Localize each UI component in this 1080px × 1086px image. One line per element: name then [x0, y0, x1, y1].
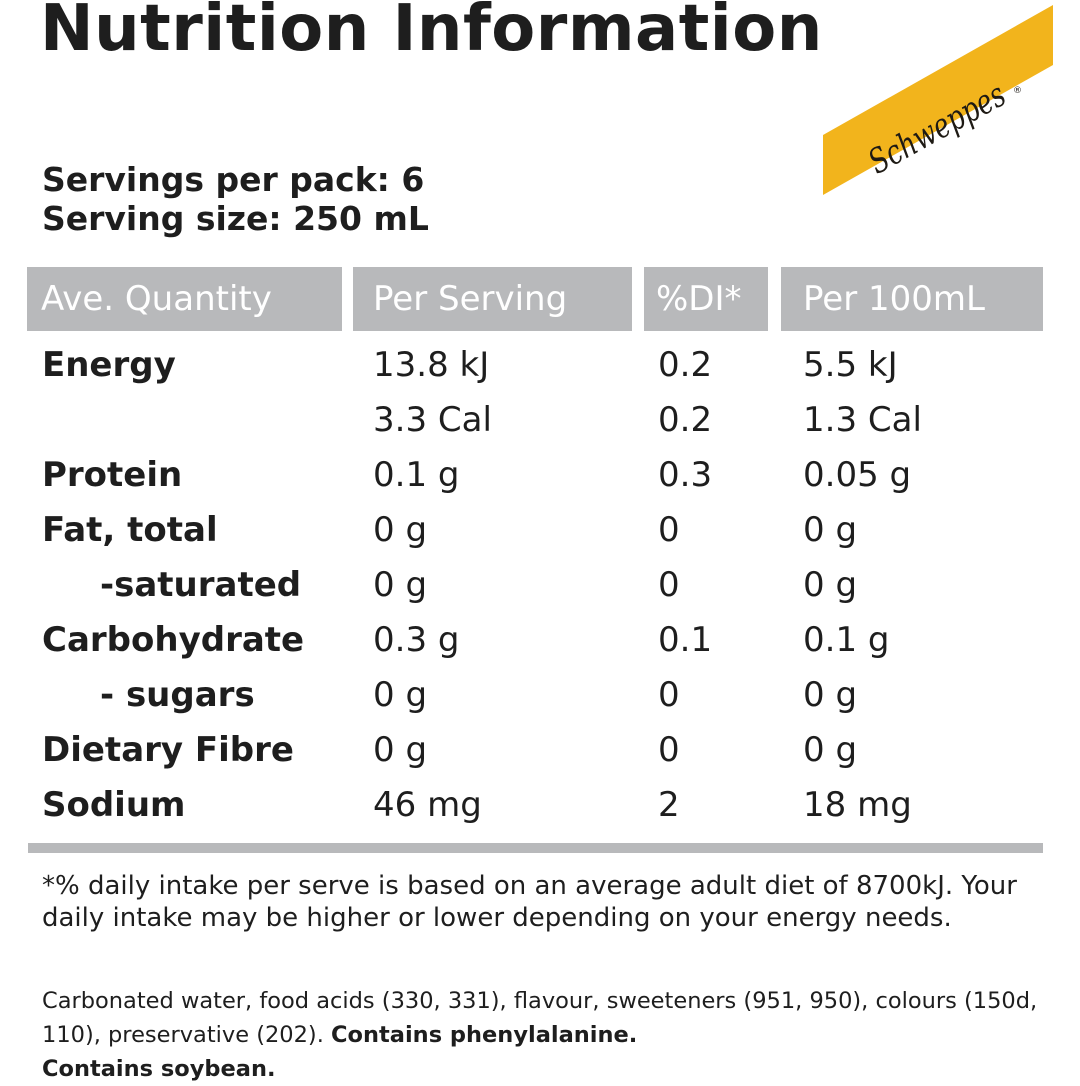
table-row-fat-total: Fat, total 0 g 0 0 g [0, 503, 1080, 558]
row-label: Sodium [42, 785, 186, 825]
row-label: -saturated [100, 565, 302, 605]
per-serving-value: 0 g [373, 510, 428, 550]
per-100ml-value: 0 g [803, 510, 858, 550]
row-label: Energy [42, 345, 176, 385]
per-serving-value: 0 g [373, 565, 428, 605]
per-serving-value: 0.3 g [373, 620, 460, 660]
per-100ml-value: 0.05 g [803, 455, 912, 495]
per-serving-value: 0 g [373, 675, 428, 715]
di-value: 0 [658, 730, 680, 770]
header-ave-quantity: Ave. Quantity [27, 267, 342, 331]
ingredients-text: Carbonated water, food acids (330, 331),… [42, 988, 1038, 1048]
table-row-energy-cal: 3.3 Cal 0.2 1.3 Cal [0, 393, 1080, 448]
di-value: 0 [658, 675, 680, 715]
di-value: 0.2 [658, 345, 713, 385]
table-row-energy-kj: Energy 13.8 kJ 0.2 5.5 kJ [0, 338, 1080, 393]
per-100ml-value: 0 g [803, 565, 858, 605]
row-label: Dietary Fibre [42, 730, 294, 770]
schweppes-logo: Schweppes ® [823, 5, 1053, 195]
table-row-dietary-fibre: Dietary Fibre 0 g 0 0 g [0, 723, 1080, 778]
per-serving-value: 13.8 kJ [373, 345, 490, 385]
per-100ml-value: 0.1 g [803, 620, 890, 660]
registered-mark: ® [1013, 86, 1022, 96]
daily-intake-footnote: *% daily intake per serve is based on an… [42, 871, 1017, 933]
per-serving-value: 0 g [373, 730, 428, 770]
allergen-soybean: Contains soybean. [42, 1056, 276, 1082]
di-value: 0.3 [658, 455, 713, 495]
per-100ml-value: 1.3 Cal [803, 400, 922, 440]
table-row-sodium: Sodium 46 mg 2 18 mg [0, 778, 1080, 833]
serving-info: Servings per pack: 6 Serving size: 250 m… [42, 160, 429, 238]
di-value: 2 [658, 785, 680, 825]
header-per-serving: Per Serving [353, 267, 632, 331]
table-row-saturated: -saturated 0 g 0 0 g [0, 558, 1080, 613]
table-row-carbohydrate: Carbohydrate 0.3 g 0.1 0.1 g [0, 613, 1080, 668]
table-row-sugars: - sugars 0 g 0 0 g [0, 668, 1080, 723]
di-value: 0.2 [658, 400, 713, 440]
per-100ml-value: 0 g [803, 675, 858, 715]
header-per-100ml: Per 100mL [781, 267, 1043, 331]
per-serving-value: 3.3 Cal [373, 400, 492, 440]
per-100ml-value: 5.5 kJ [803, 345, 898, 385]
servings-per-pack: Servings per pack: 6 [42, 160, 425, 199]
per-100ml-value: 0 g [803, 730, 858, 770]
per-serving-value: 46 mg [373, 785, 482, 825]
header-percent-di: %DI* [644, 267, 768, 331]
di-value: 0 [658, 510, 680, 550]
per-100ml-value: 18 mg [803, 785, 912, 825]
ingredients-list: Carbonated water, food acids (330, 331),… [42, 984, 1052, 1086]
di-value: 0 [658, 565, 680, 605]
di-value: 0.1 [658, 620, 713, 660]
page-title: Nutrition Information [40, 0, 823, 66]
row-label: Protein [42, 455, 183, 495]
row-label: Carbohydrate [42, 620, 305, 660]
table-row-protein: Protein 0.1 g 0.3 0.05 g [0, 448, 1080, 503]
row-label: Fat, total [42, 510, 218, 550]
allergen-phenylalanine: Contains phenylalanine. [331, 1022, 638, 1048]
row-label: - sugars [100, 675, 255, 715]
per-serving-value: 0.1 g [373, 455, 460, 495]
serving-size: Serving size: 250 mL [42, 199, 429, 238]
divider [28, 843, 1043, 853]
